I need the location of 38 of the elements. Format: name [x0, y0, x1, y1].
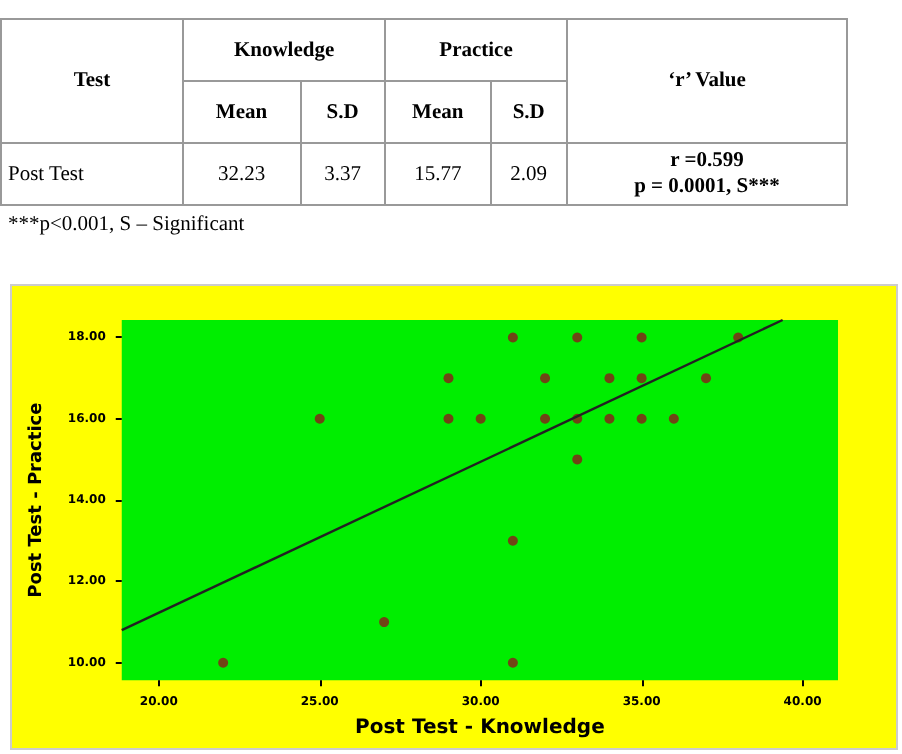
text: 32.23: [183, 143, 300, 205]
point: [507, 535, 518, 546]
text: r =0.599: [670, 150, 744, 172]
text: p = 0.0001, S***: [634, 176, 780, 198]
text: Knowledge: [183, 19, 386, 81]
point: [379, 617, 390, 628]
point: [443, 373, 454, 384]
text: Post Test: [1, 143, 183, 205]
text: S.D: [490, 81, 567, 143]
point: [572, 454, 583, 465]
point: [218, 657, 229, 668]
point: [636, 413, 647, 424]
point: [443, 413, 454, 424]
point: [540, 373, 551, 384]
y-axis-title: Post Test - Practice: [27, 402, 47, 598]
point: [668, 413, 679, 424]
point: [314, 413, 325, 424]
text: ‘r’ Value: [567, 19, 847, 143]
text: Mean: [385, 81, 491, 143]
point: [507, 657, 518, 668]
text: 3.37: [300, 143, 386, 205]
point: [540, 413, 551, 424]
point: [604, 413, 615, 424]
text: Practice: [385, 19, 567, 81]
point: [507, 332, 518, 343]
point: [604, 373, 615, 384]
text: Test: [1, 19, 183, 143]
point: [475, 413, 486, 424]
point: [701, 373, 712, 384]
text: 2.09: [490, 143, 567, 205]
x-axis-title: Post Test - Knowledge: [355, 717, 606, 739]
text: 15.77: [385, 143, 491, 205]
text: Mean: [183, 81, 300, 143]
text: S.D: [300, 81, 386, 143]
text: ***p<0.001, S – Significant: [8, 214, 245, 236]
point: [636, 332, 647, 343]
point: [636, 373, 647, 384]
point: [572, 332, 583, 343]
